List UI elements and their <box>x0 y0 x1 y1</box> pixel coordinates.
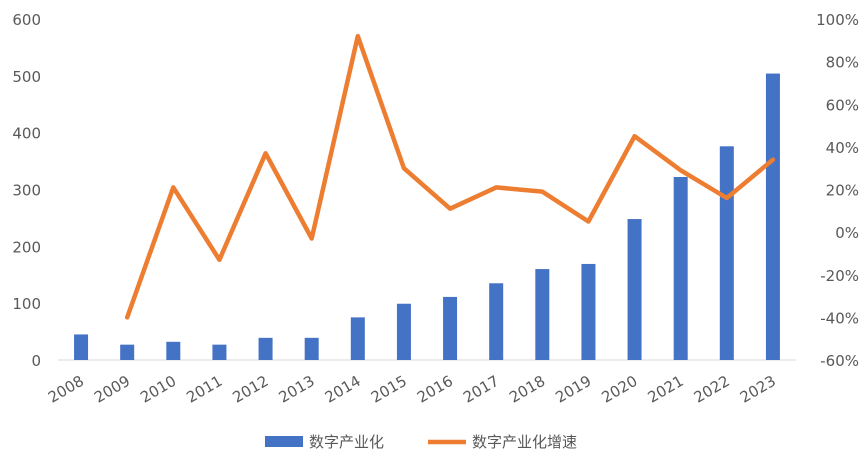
bar <box>305 338 319 360</box>
bar <box>120 345 134 360</box>
y-right-tick-label: -20% <box>820 267 859 285</box>
legend: 数字产业化 数字产业化增速 <box>265 433 577 451</box>
legend-line-label: 数字产业化增速 <box>472 433 577 451</box>
bar <box>351 317 365 360</box>
bar <box>489 283 503 360</box>
bar <box>397 304 411 360</box>
y-right-tick-label: 40% <box>826 139 859 157</box>
y-left-tick-label: 100 <box>12 295 41 313</box>
x-tick-label: 2016 <box>414 372 456 407</box>
x-tick-label: 2022 <box>691 372 733 407</box>
x-tick-label: 2009 <box>91 372 133 407</box>
bar <box>581 264 595 360</box>
x-tick-label: 2018 <box>506 372 548 407</box>
bar <box>628 219 642 360</box>
x-tick-label: 2021 <box>645 372 687 407</box>
x-tick-label: 2008 <box>45 372 87 407</box>
bar <box>535 269 549 360</box>
y-left-tick-label: 600 <box>12 11 41 29</box>
bar <box>74 334 88 360</box>
y-right-tick-label: -60% <box>820 352 859 370</box>
x-tick-label: 2010 <box>137 372 179 407</box>
legend-bar-swatch <box>265 436 303 447</box>
y-right-tick-label: 80% <box>826 54 859 72</box>
y-left-tick-label: 500 <box>12 68 41 86</box>
x-tick-label: 2011 <box>183 372 225 407</box>
x-tick-label: 2017 <box>460 372 502 407</box>
bar <box>212 345 226 360</box>
y-left-tick-label: 200 <box>12 238 41 256</box>
y-left-tick-label: 0 <box>31 352 41 370</box>
bar <box>674 177 688 360</box>
bar <box>766 74 780 360</box>
x-tick-label: 2015 <box>368 372 410 407</box>
x-tick-label: 2020 <box>598 372 640 407</box>
y-left-tick-label: 300 <box>12 182 41 200</box>
y-right-tick-label: 60% <box>826 96 859 114</box>
legend-bar-label: 数字产业化 <box>309 433 384 451</box>
y-right-tick-label: -40% <box>820 309 859 327</box>
x-tick-label: 2012 <box>229 372 271 407</box>
bar <box>259 338 273 360</box>
x-tick-label: 2023 <box>737 372 779 407</box>
x-tick-label: 2014 <box>322 372 364 407</box>
y-right-tick-label: 100% <box>816 11 859 29</box>
bar <box>443 297 457 360</box>
y-left-tick-label: 400 <box>12 125 41 143</box>
bar <box>720 146 734 360</box>
y-right-tick-label: 0% <box>835 224 859 242</box>
y-right-tick-label: 20% <box>826 182 859 200</box>
x-tick-label: 2019 <box>552 372 594 407</box>
bar <box>166 342 180 360</box>
x-tick-label: 2013 <box>276 372 318 407</box>
bars-layer <box>74 74 780 360</box>
